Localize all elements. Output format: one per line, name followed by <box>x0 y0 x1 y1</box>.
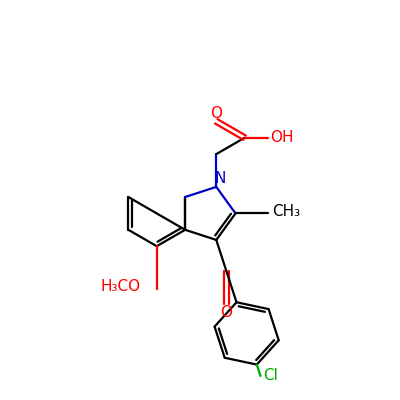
Text: O: O <box>210 106 222 121</box>
Text: Cl: Cl <box>263 368 278 384</box>
Text: CH₃: CH₃ <box>272 204 300 219</box>
Text: N: N <box>214 172 226 186</box>
Text: H₃CO: H₃CO <box>101 279 141 294</box>
Text: O: O <box>220 305 232 320</box>
Text: OH: OH <box>270 130 293 145</box>
